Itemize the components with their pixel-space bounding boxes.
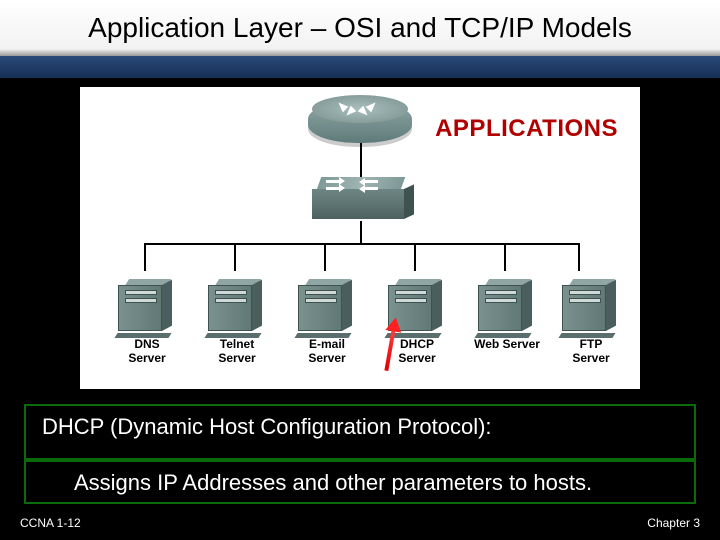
- applications-heading: APPLICATIONS: [435, 115, 618, 143]
- server-label-l2: Server: [128, 351, 165, 365]
- server-dns: DNSServer: [116, 271, 176, 335]
- server-label-l2: Server: [308, 351, 345, 365]
- drop-email: [324, 243, 326, 271]
- callout-text-1: DHCP (Dynamic Host Configuration Protoco…: [42, 414, 678, 440]
- link-switch-bus: [360, 221, 362, 243]
- server-label-l1: DNS: [134, 337, 159, 351]
- callout-box-2: Assigns IP Addresses and other parameter…: [24, 460, 696, 504]
- drop-dhcp: [414, 243, 416, 271]
- network-diagram: APPLICATIONS DNSServer TelnetServer: [78, 85, 642, 391]
- drop-dns: [144, 243, 146, 271]
- bus-line: [144, 243, 578, 245]
- drop-ftp: [578, 243, 580, 271]
- server-label-l1: Telnet: [220, 337, 254, 351]
- server-label-l2: Server: [398, 351, 435, 365]
- switch-icon: [312, 177, 408, 221]
- server-label-l2: Server: [218, 351, 255, 365]
- server-label-l1: DHCP: [400, 337, 434, 351]
- server-ftp: FTPServer: [560, 271, 620, 335]
- callout-text-2: Assigns IP Addresses and other parameter…: [74, 470, 678, 496]
- drop-telnet: [234, 243, 236, 271]
- server-label-l1: FTP: [580, 337, 603, 351]
- drop-web: [504, 243, 506, 271]
- server-email: E-mailServer: [296, 271, 356, 335]
- footer-right: Chapter 3: [647, 516, 700, 530]
- page-title: Application Layer – OSI and TCP/IP Model…: [0, 12, 720, 44]
- server-label-l1: Web Server: [474, 337, 540, 351]
- server-label-l1: E-mail: [309, 337, 345, 351]
- header-band: [0, 56, 720, 78]
- server-web: Web Server: [476, 271, 536, 335]
- server-label-l2: Server: [572, 351, 609, 365]
- footer-left: CCNA 1-12: [20, 516, 81, 530]
- router-icon: [308, 101, 412, 143]
- callout-box-1: DHCP (Dynamic Host Configuration Protoco…: [24, 404, 696, 460]
- server-telnet: TelnetServer: [206, 271, 266, 335]
- link-router-switch: [360, 143, 362, 177]
